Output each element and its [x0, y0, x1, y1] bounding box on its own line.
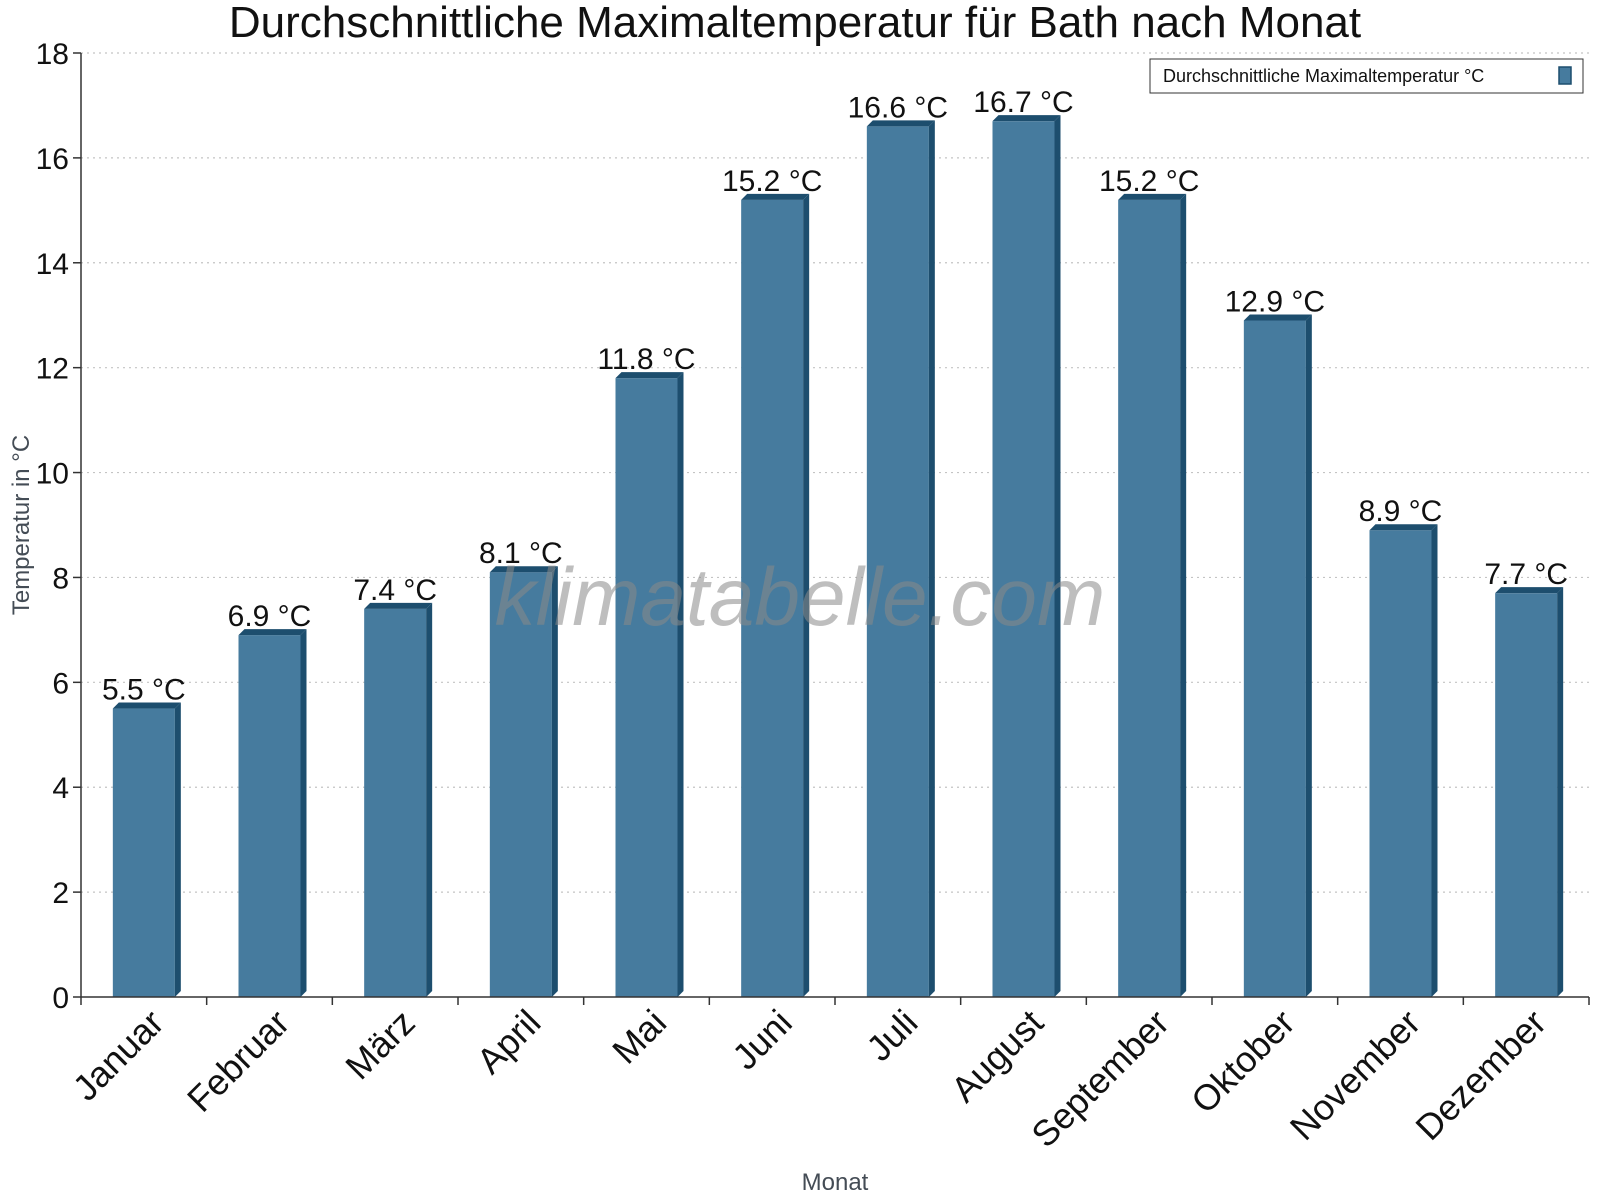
bar-side: [1180, 193, 1187, 997]
y-tick-label: 6: [52, 667, 69, 700]
legend-box: [1149, 58, 1584, 94]
y-tick-label: 4: [52, 772, 69, 805]
bar-side: [1054, 115, 1061, 997]
bar: [238, 629, 307, 997]
x-tick-label: März: [337, 1002, 423, 1088]
x-tick-label: Mai: [604, 1002, 674, 1072]
legend: Durchschnittliche Maximaltemperatur °C: [1149, 58, 1584, 94]
bar-face: [1243, 320, 1306, 997]
bar-face: [112, 708, 175, 997]
bar-side: [1431, 524, 1438, 997]
bars: [112, 115, 1564, 998]
bar: [112, 702, 181, 997]
bar-side: [677, 372, 684, 998]
bar-top: [615, 372, 684, 379]
data-labels: 5.5 °C 6.9 °C 7.4 °C 8.1 °C 11.8 °C 15.2 °C 16…: [102, 86, 1568, 706]
y-tick-label: 14: [36, 248, 69, 281]
bar-side: [551, 566, 558, 997]
data-label: 15.2 °C: [722, 165, 822, 198]
bar-top: [741, 193, 810, 200]
x-axis-ticks: Januar Februar März April Mai Juni Juli AugustS…: [65, 997, 1590, 1156]
grid-lines: [81, 52, 1589, 893]
bar-top: [866, 120, 935, 127]
data-label: 16.7 °C: [973, 86, 1073, 119]
x-tick-label: Dezember: [1407, 1002, 1553, 1148]
y-tick-label: 10: [36, 458, 69, 491]
bar: [364, 602, 433, 997]
data-label: 12.9 °C: [1225, 285, 1325, 318]
data-label: 6.9 °C: [228, 600, 312, 633]
bar: [489, 566, 558, 997]
y-tick-label: 12: [36, 353, 69, 386]
bar-face: [1369, 530, 1432, 997]
x-tick-label: September: [1023, 1002, 1177, 1156]
x-tick-label: April: [469, 1002, 549, 1082]
x-tick-label: Februar: [179, 1002, 297, 1120]
bar: [741, 193, 810, 997]
bar-side: [174, 702, 181, 997]
bar-top: [1118, 193, 1187, 200]
legend-swatch: [1558, 66, 1572, 85]
data-label: 8.9 °C: [1359, 495, 1443, 528]
bar-face: [866, 126, 929, 997]
bar: [1118, 193, 1187, 997]
bar-side: [928, 120, 935, 997]
bar-top: [238, 629, 307, 636]
x-tick-label: November: [1282, 1002, 1428, 1148]
x-tick-label: Januar: [65, 1002, 172, 1109]
y-tick-label: 8: [52, 562, 69, 595]
x-axis-label: Monat: [802, 1169, 869, 1196]
data-label: 8.1 °C: [479, 537, 563, 570]
bar-side: [1305, 314, 1312, 997]
data-label: 16.6 °C: [848, 91, 948, 124]
chart-title: Durchschnittliche Maximaltemperatur für …: [229, 0, 1361, 47]
x-tick-label: Juli: [858, 1002, 925, 1069]
bar-top: [364, 602, 433, 609]
x-tick-label: Juni: [724, 1002, 800, 1078]
data-label: 7.7 °C: [1484, 558, 1568, 591]
bar-face: [615, 378, 678, 998]
bar-top: [992, 115, 1061, 122]
bar: [1243, 314, 1312, 997]
bar: [1369, 524, 1438, 997]
y-tick-label: 2: [52, 877, 69, 910]
x-tick-label: Oktober: [1183, 1002, 1303, 1122]
bar-side: [300, 629, 307, 997]
watermark: klimatabelle.com: [495, 552, 1106, 643]
bar-top: [1495, 587, 1564, 594]
bar-face: [992, 121, 1055, 997]
bar-face: [1495, 593, 1558, 997]
bar: [1495, 587, 1564, 997]
bar-top: [1243, 314, 1312, 321]
bar-top: [489, 566, 558, 573]
bar-face: [364, 608, 427, 997]
data-label: 7.4 °C: [353, 574, 437, 607]
bar-face: [741, 199, 804, 997]
bar-face: [1118, 199, 1181, 997]
bar-side: [803, 193, 810, 997]
legend-label: Durchschnittliche Maximaltemperatur °C: [1163, 66, 1484, 86]
data-label: 11.8 °C: [597, 343, 695, 376]
y-tick-label: 16: [36, 143, 69, 176]
bar-top: [1369, 524, 1438, 531]
bar-face: [238, 635, 301, 997]
y-tick-label: 0: [52, 982, 69, 1015]
bar-face: [489, 572, 552, 997]
data-label: 5.5 °C: [102, 674, 186, 707]
bar: [866, 120, 935, 997]
y-axis-label: Temperatur in °C: [8, 435, 35, 615]
y-axis-ticks: 0 2 4 6 8 10 12 14 16 18: [36, 38, 81, 1015]
bar-side: [1557, 587, 1564, 997]
y-tick-label: 18: [36, 38, 69, 71]
data-label: 15.2 °C: [1099, 165, 1199, 198]
bar: [992, 115, 1061, 997]
bar: [615, 372, 684, 998]
x-tick-label: August: [943, 1002, 1051, 1110]
bar-top: [112, 702, 181, 709]
bar-side: [426, 602, 433, 997]
